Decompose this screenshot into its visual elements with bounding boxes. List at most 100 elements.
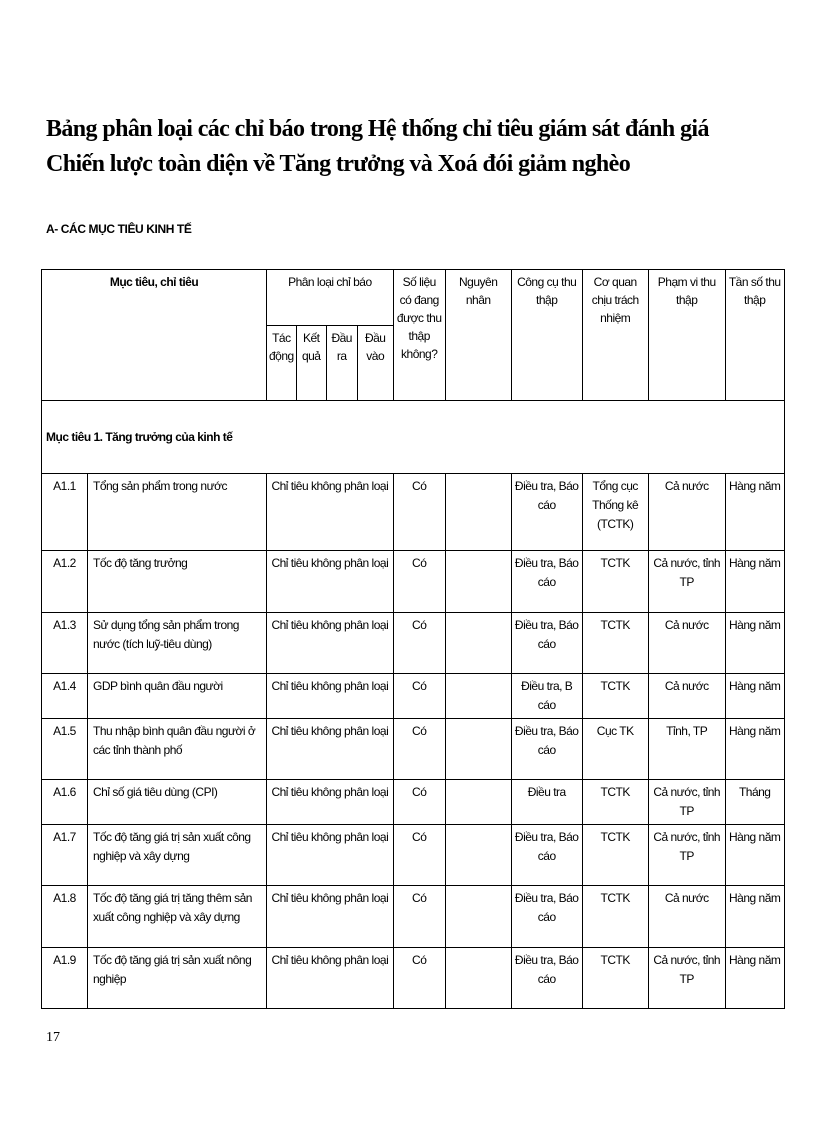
row-classification: Chỉ tiêu không phân loại [266,947,394,1009]
row-reason [444,779,512,825]
row-frequency: Hàng năm [724,824,785,886]
row-agency: Cục TK [581,718,649,780]
header-agency: Cơ quan chịu trách nhiệm [581,269,649,401]
row-reason [444,473,512,551]
header-output: Đầu ra [325,325,358,401]
row-agency: TCTK [581,779,649,825]
row-agency: TCTK [581,885,649,948]
header-collected: Số liệu có đang được thu thập không? [392,269,446,401]
row-reason [444,612,512,674]
title-line-2: Chiến lược toàn diện về Tăng trưởng và X… [46,151,631,177]
table-row: A1.4 GDP bình quân đầu người Chỉ tiêu khôn… [41,673,785,719]
row-name: Tốc độ tăng giá trị tăng thêm sản xuất c… [87,885,267,948]
row-name: Sử dụng tổng sản phẩm trong nước (tích l… [87,612,267,674]
row-frequency: Hàng năm [724,473,785,551]
row-tool: Điều tra, Báo cáo [510,473,583,551]
table-row: A1.9 Tốc độ tăng giá trị sản xuất nông ng… [41,947,785,1009]
page-number: 17 [46,1030,60,1045]
page-title: Bảng phân loại các chỉ báo trong Hệ thốn… [46,112,709,182]
header-frequency: Tần số thu thập [724,269,785,401]
row-code: A1.1 [41,473,88,551]
row-code: A1.2 [41,550,88,613]
row-code: A1.4 [41,673,88,719]
row-scope: Tỉnh, TP [647,718,726,780]
table-row: A1.6 Chỉ số giá tiêu dùng (CPI) Chỉ tiêu k… [41,779,785,825]
row-agency: TCTK [581,612,649,674]
row-scope: Cả nước, tỉnh TP [647,550,726,613]
row-reason [444,550,512,613]
row-reason [444,824,512,886]
row-code: A1.6 [41,779,88,825]
row-tool: Điều tra, B cáo [510,673,583,719]
table-row: A1.1 Tổng sản phẩm trong nước Chỉ tiêu khô… [41,473,785,551]
row-frequency: Hàng năm [724,885,785,948]
row-code: A1.7 [41,824,88,886]
row-collected: Có [392,673,446,719]
row-classification: Chỉ tiêu không phân loại [266,824,394,886]
row-name: GDP bình quân đầu người [87,673,267,719]
table-row: A1.7 Tốc độ tăng giá trị sản xuất công ng… [41,824,785,886]
row-tool: Điều tra, Báo cáo [510,612,583,674]
row-code: A1.5 [41,718,88,780]
group-row: Mục tiêu 1. Tăng trưởng của kinh tế [41,400,785,474]
row-collected: Có [392,885,446,948]
row-scope: Cả nước [647,673,726,719]
row-reason [444,947,512,1009]
row-scope: Cả nước, tỉnh TP [647,947,726,1009]
row-scope: Cả nước, tỉnh TP [647,779,726,825]
header-result: Kết quả [295,325,327,401]
row-collected: Có [392,947,446,1009]
row-scope: Cả nước [647,885,726,948]
header-impact: Tác động [266,325,297,401]
row-code: A1.9 [41,947,88,1009]
row-frequency: Hàng năm [724,673,785,719]
table-row: A1.2 Tốc độ tăng trưởng Chỉ tiêu không phâ… [41,550,785,613]
row-name: Thu nhập bình quân đầu người ở các tỉnh … [87,718,267,780]
row-code: A1.8 [41,885,88,948]
section-heading: A- CÁC MỤC TIÊU KINH TẾ [46,222,192,236]
row-name: Tốc độ tăng giá trị sản xuất công nghiệp… [87,824,267,886]
row-agency: TCTK [581,824,649,886]
row-frequency: Hàng năm [724,550,785,613]
row-classification: Chỉ tiêu không phân loại [266,885,394,948]
table-row: A1.8 Tốc độ tăng giá trị tăng thêm sản xu… [41,885,785,948]
header-classification: Phân loại chỉ báo [266,269,394,326]
row-name: Tổng sản phẩm trong nước [87,473,267,551]
row-frequency: Hàng năm [724,718,785,780]
row-agency: TCTK [581,673,649,719]
row-collected: Có [392,718,446,780]
row-classification: Chỉ tiêu không phân loại [266,612,394,674]
row-code: A1.3 [41,612,88,674]
header-scope: Phạm vi thu thập [647,269,726,401]
row-collected: Có [392,612,446,674]
row-frequency: Tháng [724,779,785,825]
row-tool: Điều tra, Báo cáo [510,824,583,886]
row-reason [444,718,512,780]
header-goal: Mục tiêu, chỉ tiêu [41,269,267,401]
header-reason: Nguyên nhân [444,269,512,401]
row-tool: Điều tra, Báo cáo [510,947,583,1009]
row-name: Tốc độ tăng giá trị sản xuất nông nghiệp [87,947,267,1009]
row-tool: Điều tra, Báo cáo [510,885,583,948]
row-collected: Có [392,473,446,551]
row-scope: Cả nước, tỉnh TP [647,824,726,886]
row-tool: Điều tra [510,779,583,825]
row-classification: Chỉ tiêu không phân loại [266,473,394,551]
row-scope: Cả nước [647,473,726,551]
table-row: A1.5 Thu nhập bình quân đầu người ở các t… [41,718,785,780]
row-tool: Điều tra, Báo cáo [510,718,583,780]
row-classification: Chỉ tiêu không phân loại [266,779,394,825]
table-row: A1.3 Sử dụng tổng sản phẩm trong nước (tí… [41,612,785,674]
row-agency: Tổng cục Thống kê (TCTK) [581,473,649,551]
row-name: Tốc độ tăng trưởng [87,550,267,613]
row-reason [444,885,512,948]
row-agency: TCTK [581,550,649,613]
row-collected: Có [392,824,446,886]
row-frequency: Hàng năm [724,947,785,1009]
row-collected: Có [392,779,446,825]
title-line-1: Bảng phân loại các chỉ báo trong Hệ thốn… [46,116,709,142]
row-reason [444,673,512,719]
row-collected: Có [392,550,446,613]
header-input: Đầu vào [356,325,394,401]
